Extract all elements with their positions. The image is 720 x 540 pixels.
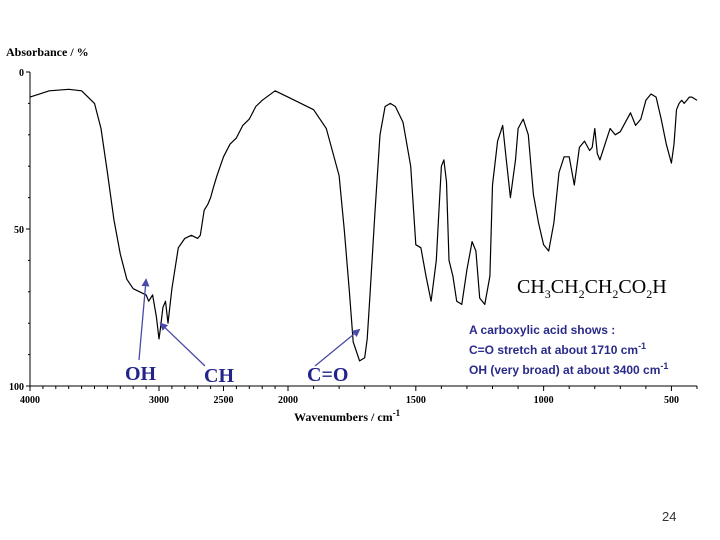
formula-part: CH	[517, 276, 545, 298]
x-tick-label: 500	[664, 395, 679, 406]
x-axis-label: Wavenumbers / cm-1	[294, 408, 401, 424]
ir-spectrum-chart: 0 50 100 4000 3000 2500 2000 1500 1000 500	[9, 68, 698, 406]
note-line-1: A carboxylic acid shows :	[469, 323, 616, 337]
ticks: 0 50 100 4000 3000 2500 2000 1500 1000 500	[9, 68, 698, 406]
molecule-formula: CH3CH2CH2CO2H	[517, 276, 667, 302]
formula-part: CH	[584, 276, 613, 298]
x-tick-label: 2000	[278, 395, 298, 406]
x-tick-label: 4000	[20, 395, 40, 406]
spectrum-series	[29, 88, 698, 362]
arrow-oh	[138, 278, 150, 361]
y-axis-label: Absorbance / %	[6, 45, 89, 59]
y-tick-label: 50	[14, 225, 24, 236]
note-line-3: OH (very broad) at about 3400 cm-1	[469, 361, 669, 377]
formula-subscript: 2	[578, 287, 585, 301]
spectrum-line	[29, 88, 698, 362]
x-tick-label: 1500	[406, 395, 426, 406]
arrow-ch	[159, 322, 206, 367]
y-tick-label: 0	[19, 68, 24, 79]
formula-part: H	[652, 276, 667, 298]
arrow-co	[314, 328, 361, 367]
co-peak-label: C=O	[307, 364, 349, 386]
oh-peak-label: OH	[125, 363, 157, 385]
page-number: 24	[662, 509, 677, 524]
note-line-2: C=O stretch at about 1710 cm-1	[469, 341, 647, 357]
x-tick-label: 1000	[534, 395, 554, 406]
formula-part: CO	[618, 276, 647, 298]
formula-part: CH	[550, 276, 579, 298]
x-tick-label: 3000	[149, 395, 169, 406]
ch-peak-label: CH	[204, 365, 234, 387]
y-tick-label: 100	[9, 382, 24, 393]
formula-subscript: 2	[646, 287, 653, 301]
annotation-note: A carboxylic acid shows : C=O stretch at…	[469, 322, 668, 378]
peak-arrows	[138, 278, 361, 367]
x-tick-label: 2500	[214, 395, 234, 406]
formula-subscript: 2	[612, 287, 619, 301]
formula-subscript: 3	[544, 287, 551, 301]
